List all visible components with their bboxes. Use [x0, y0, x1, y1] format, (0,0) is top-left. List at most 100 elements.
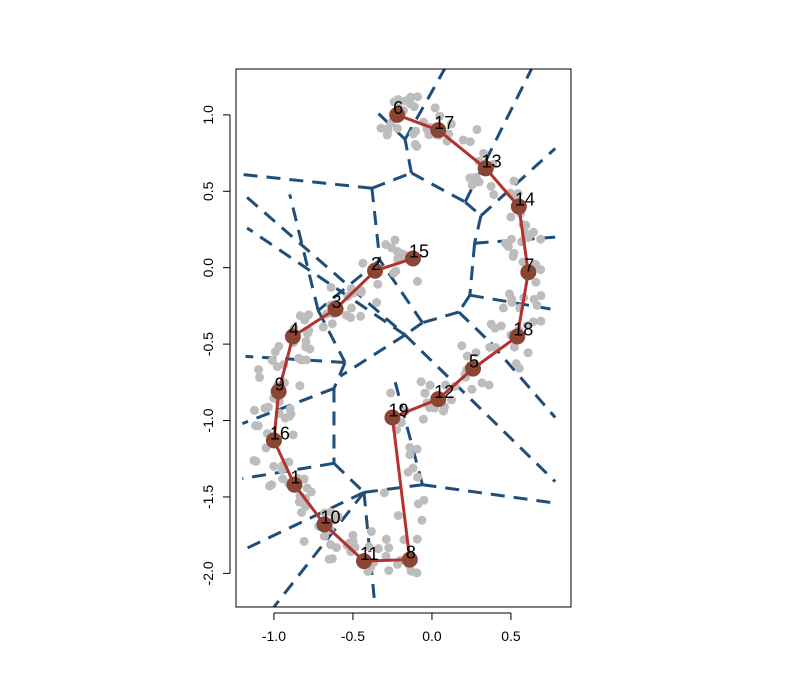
data-point-221	[486, 181, 496, 191]
node-label-8: 8	[406, 543, 416, 563]
node-14	[510, 198, 527, 215]
data-point-17	[327, 319, 337, 329]
data-point-15	[326, 282, 336, 292]
data-point-55	[274, 341, 284, 351]
voronoi-edge-16	[422, 310, 460, 325]
voronoi-edge-15	[457, 294, 472, 313]
node-13	[477, 160, 494, 177]
data-point-133	[413, 472, 423, 482]
data-point-43	[254, 365, 264, 375]
data-point-156	[438, 406, 448, 416]
data-point-210	[536, 234, 546, 244]
data-point-206	[506, 234, 516, 244]
data-point-22	[356, 287, 366, 297]
data-point-109	[333, 512, 343, 522]
voronoi-edge-20	[404, 321, 424, 337]
data-point-37	[303, 328, 313, 338]
voronoi-edge-33	[332, 462, 366, 494]
data-point-97	[306, 487, 316, 497]
y-tick-label-0.5: 0.5	[200, 181, 216, 201]
voronoi-edge-6	[375, 110, 407, 141]
voronoi-edge-36	[422, 483, 556, 505]
data-point-182	[514, 363, 524, 373]
node-19	[384, 409, 401, 426]
data-point-129	[412, 444, 422, 454]
data-point-211	[506, 212, 516, 222]
node-16	[265, 432, 282, 449]
data-point-223	[467, 180, 477, 190]
plot-frame	[235, 68, 572, 608]
voronoi-edge-14	[469, 293, 551, 311]
voronoi-edge-12	[474, 235, 556, 245]
data-point-123	[381, 551, 391, 561]
data-point-68	[286, 409, 296, 419]
data-point-190	[536, 291, 546, 301]
y-tick-label--1.0: -1.0	[200, 408, 216, 432]
node-12	[430, 391, 447, 408]
data-point-74	[253, 421, 263, 431]
data-point-257	[405, 99, 415, 109]
data-point-16	[372, 298, 382, 308]
data-point-51	[267, 355, 277, 365]
data-point-222	[489, 190, 499, 200]
data-point-23	[356, 311, 366, 321]
data-point-122	[381, 534, 391, 544]
voronoi-edge-29	[332, 361, 347, 390]
y-tick-label-1.0: 1.0	[200, 105, 216, 125]
node-7	[520, 264, 537, 281]
data-point-172	[457, 341, 467, 351]
node-2	[367, 262, 384, 279]
data-point-226	[472, 125, 482, 135]
data-point-233	[458, 135, 468, 145]
node-label-1: 1	[290, 468, 300, 488]
node-11	[355, 553, 372, 570]
data-point-35	[346, 303, 356, 313]
data-point-242	[376, 123, 386, 133]
node-label-3: 3	[332, 292, 342, 312]
x-tick-label-0.0: 0.0	[422, 628, 442, 644]
data-point-82	[269, 461, 279, 471]
data-point-174	[509, 342, 519, 352]
data-point-33	[318, 322, 328, 332]
voronoi-edge-2	[242, 172, 373, 190]
data-point-137	[393, 511, 403, 521]
data-point-119	[373, 544, 383, 554]
data-point-265	[389, 97, 399, 107]
voronoi-edge-1	[371, 171, 412, 190]
data-point-8	[412, 276, 422, 286]
voronoi-edge-19	[378, 259, 424, 324]
data-point-160	[441, 380, 451, 390]
node-1	[286, 476, 303, 493]
node-8	[401, 551, 418, 568]
node-17	[430, 122, 447, 139]
node-label-15: 15	[409, 242, 429, 262]
data-point-6	[381, 240, 391, 250]
node-label-2: 2	[371, 254, 381, 274]
data-point-92	[299, 474, 309, 484]
voronoi-edge-11	[473, 215, 483, 244]
data-point-264	[392, 123, 402, 133]
data-point-94	[326, 507, 336, 517]
data-point-61	[263, 402, 273, 412]
data-point-155	[467, 384, 477, 394]
data-point-141	[418, 414, 428, 424]
data-point-196	[507, 298, 517, 308]
node-3	[327, 300, 344, 317]
data-point-169	[471, 348, 481, 358]
voronoi-edge-26	[288, 193, 320, 311]
data-point-139	[405, 442, 415, 452]
data-point-189	[528, 317, 538, 327]
node-label-4: 4	[289, 319, 299, 339]
data-point-115	[384, 566, 394, 576]
voronoi-edge-18	[489, 341, 557, 419]
data-point-166	[477, 378, 487, 388]
voronoi-edge-9	[464, 200, 482, 217]
data-point-56	[301, 355, 311, 365]
voronoi-edge-21	[246, 226, 406, 337]
data-point-73	[267, 480, 277, 490]
data-point-7	[391, 266, 401, 276]
data-point-138	[403, 467, 413, 477]
data-point-120	[364, 542, 374, 552]
